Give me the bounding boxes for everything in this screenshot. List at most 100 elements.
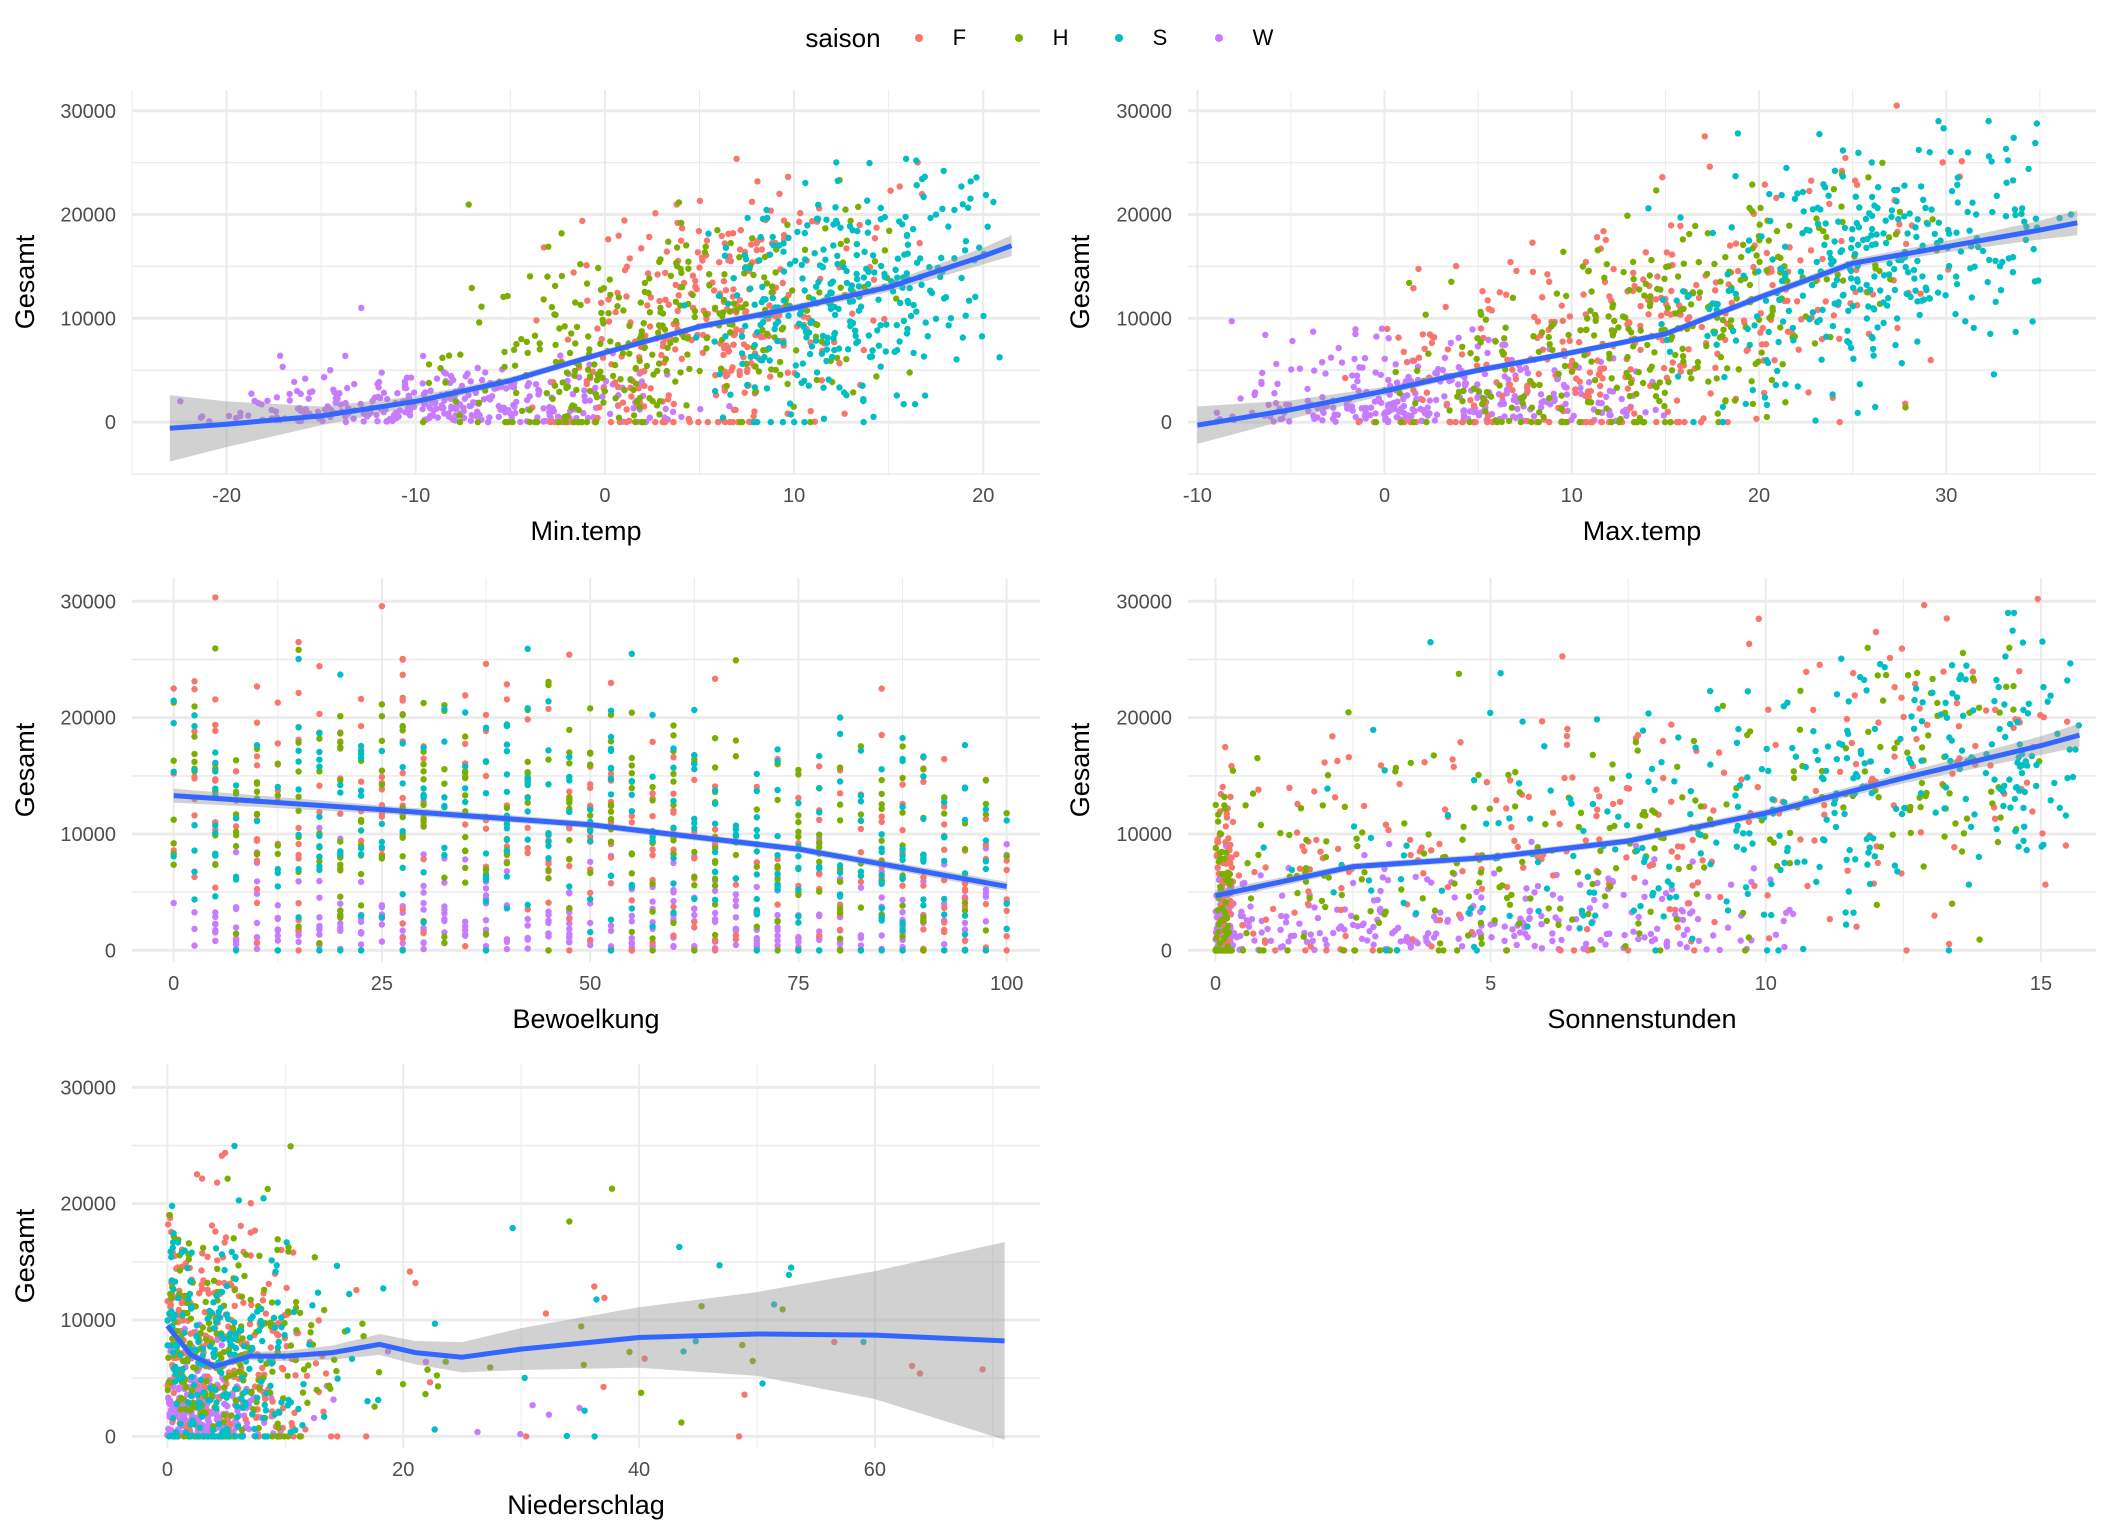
- data-point-h: [1746, 204, 1753, 212]
- data-point-h: [561, 323, 568, 330]
- data-point-s: [1862, 215, 1870, 223]
- data-point-h: [1763, 267, 1770, 274]
- data-point-s: [545, 855, 552, 862]
- data-point-f: [1597, 391, 1604, 398]
- data-point-h: [1546, 394, 1553, 402]
- data-point-s: [1852, 193, 1860, 200]
- data-point-h: [587, 761, 594, 768]
- data-point-h: [1873, 901, 1881, 909]
- data-point-s: [1922, 204, 1929, 212]
- data-point-s: [973, 174, 980, 181]
- data-point-h: [717, 365, 725, 372]
- data-point-s: [899, 846, 906, 853]
- legend-label-w: W: [1252, 25, 1274, 50]
- data-point-s: [316, 947, 323, 954]
- data-point-h: [592, 418, 600, 426]
- data-point-w: [1003, 841, 1010, 848]
- data-point-s: [628, 650, 635, 657]
- data-point-h: [1688, 375, 1695, 382]
- data-point-s: [1972, 211, 1980, 218]
- data-point-s: [524, 836, 531, 843]
- data-point-h: [1482, 316, 1490, 323]
- data-point-h: [678, 269, 685, 277]
- data-point-h: [1997, 814, 2004, 821]
- data-point-h: [1392, 764, 1400, 772]
- data-point-w: [1352, 413, 1359, 421]
- data-point-s: [780, 248, 787, 255]
- data-point-h: [1632, 739, 1640, 746]
- data-point-w: [1478, 894, 1485, 901]
- data-point-f: [1765, 706, 1772, 713]
- data-point-h: [441, 874, 448, 881]
- data-point-w: [1473, 888, 1480, 896]
- data-point-f: [649, 846, 656, 853]
- data-point-h: [1601, 893, 1609, 900]
- data-point-s: [940, 167, 947, 175]
- data-point-f: [253, 885, 261, 893]
- data-point-h: [566, 837, 573, 844]
- data-point-w: [1433, 930, 1440, 937]
- data-point-s: [691, 760, 698, 768]
- data-point-f: [583, 262, 590, 269]
- data-point-w: [1273, 360, 1280, 368]
- data-point-s: [958, 183, 965, 190]
- data-point-h: [295, 739, 302, 746]
- data-point-w: [410, 389, 418, 396]
- data-point-h: [742, 300, 749, 308]
- data-point-h: [836, 764, 844, 771]
- data-point-h: [1769, 307, 1777, 314]
- data-point-w: [467, 378, 474, 385]
- data-point-f: [1345, 754, 1353, 761]
- data-point-s: [751, 341, 758, 349]
- data-point-h: [878, 805, 885, 812]
- data-point-h: [627, 376, 634, 383]
- data-point-w: [1367, 404, 1375, 411]
- data-point-h: [1744, 731, 1751, 739]
- data-point-w: [357, 941, 365, 948]
- data-point-h: [871, 258, 879, 265]
- data-point-h: [899, 743, 906, 750]
- data-point-w: [1362, 404, 1370, 412]
- data-point-h: [628, 784, 635, 792]
- data-point-w: [1309, 937, 1317, 944]
- data-point-w: [1684, 926, 1691, 933]
- data-point-w: [795, 935, 802, 942]
- data-point-s: [503, 873, 511, 880]
- data-point-s: [1854, 241, 1862, 248]
- data-point-w: [198, 413, 206, 420]
- data-point-f: [660, 339, 667, 347]
- data-point-s: [1789, 324, 1797, 332]
- data-point-w: [1490, 870, 1498, 877]
- data-point-w: [342, 418, 350, 426]
- data-point-f: [1886, 654, 1894, 662]
- data-point-s: [2012, 328, 2019, 336]
- data-point-w: [1750, 865, 1758, 872]
- data-point-f: [1441, 806, 1449, 813]
- data-point-f: [1874, 859, 1882, 866]
- data-point-h: [1653, 384, 1660, 391]
- data-point-h: [899, 933, 906, 940]
- data-point-s: [831, 346, 838, 354]
- data-point-s: [899, 803, 906, 811]
- data-point-s: [815, 201, 822, 208]
- data-point-h: [1516, 789, 1523, 796]
- data-point-f: [2042, 881, 2049, 888]
- data-point-f: [253, 762, 261, 769]
- data-point-h: [1749, 400, 1757, 408]
- data-point-s: [871, 269, 878, 276]
- data-point-h: [1679, 353, 1687, 360]
- data-point-f: [399, 655, 406, 663]
- data-point-h: [628, 709, 635, 716]
- data-point-f: [1645, 311, 1652, 318]
- data-point-s: [1945, 262, 1953, 270]
- data-point-s: [1922, 284, 1930, 291]
- data-point-s: [462, 798, 469, 806]
- data-point-h: [662, 355, 670, 363]
- data-point-w: [488, 393, 496, 400]
- data-point-w: [732, 902, 740, 910]
- data-point-f: [692, 277, 699, 285]
- data-point-s: [828, 289, 835, 297]
- data-point-h: [776, 358, 784, 366]
- data-point-s: [2002, 213, 2010, 220]
- data-point-h: [1651, 349, 1658, 356]
